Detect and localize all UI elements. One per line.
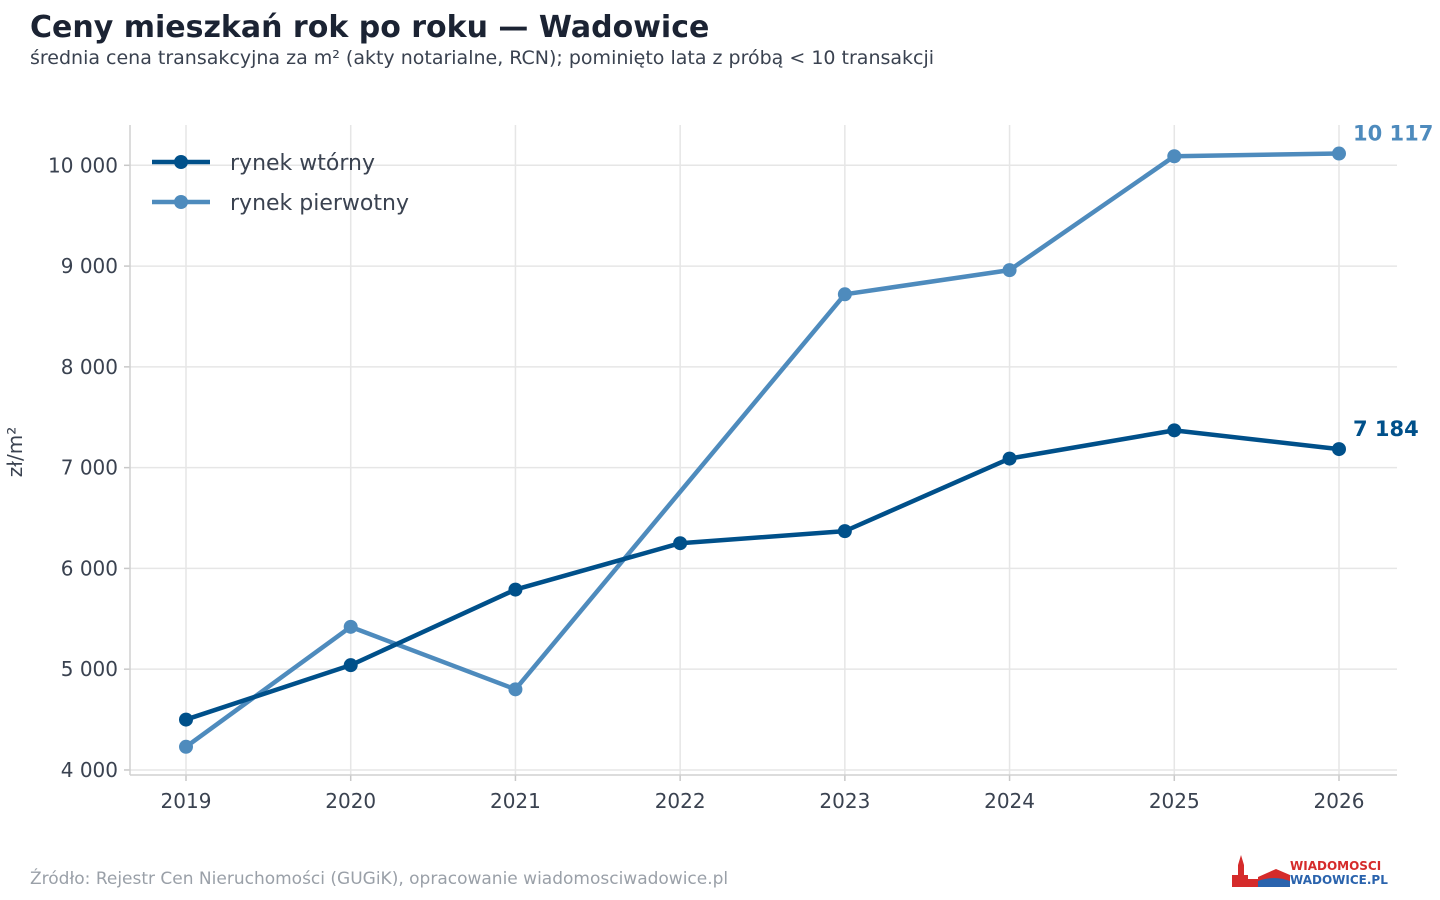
y-tick-label: 4 000 xyxy=(61,758,118,782)
series-line xyxy=(183,428,1342,722)
data-point[interactable] xyxy=(837,524,852,539)
data-point[interactable] xyxy=(343,658,358,673)
series-group xyxy=(179,146,1346,754)
x-tick-labels: 2019 2020 2021 2022 2023 2024 2025 2026 xyxy=(161,789,1365,813)
legend-item[interactable]: rynek wtórny xyxy=(152,151,375,176)
brand-logo[interactable]: WIADOMOSCI WADOWICE.PL xyxy=(1232,855,1412,889)
legend-swatch-marker xyxy=(174,155,188,169)
y-tick-label: 7 000 xyxy=(61,456,118,480)
series-pierwotny xyxy=(179,146,1346,754)
end-value-label: 7 184 xyxy=(1353,417,1419,441)
series-line xyxy=(183,151,1342,750)
x-tick-label: 2019 xyxy=(161,789,212,813)
brand-logo-graphic: WIADOMOSCI WADOWICE.PL xyxy=(1232,855,1388,887)
data-point[interactable] xyxy=(1332,442,1346,457)
x-tick-label: 2023 xyxy=(819,789,870,813)
data-point[interactable] xyxy=(1002,263,1017,278)
x-tick-label: 2021 xyxy=(490,789,541,813)
chart-title: Ceny mieszkań rok po roku — Wadowice xyxy=(30,10,710,45)
data-point[interactable] xyxy=(673,536,688,551)
church-icon xyxy=(1232,855,1258,887)
x-tick-label: 2020 xyxy=(325,789,376,813)
data-point[interactable] xyxy=(1167,423,1182,438)
data-point[interactable] xyxy=(1167,149,1182,164)
y-tick-label: 9 000 xyxy=(61,254,118,278)
data-point[interactable] xyxy=(179,712,193,727)
data-point[interactable] xyxy=(837,287,852,302)
data-point[interactable] xyxy=(1332,146,1346,161)
data-point[interactable] xyxy=(508,582,523,597)
legend[interactable]: rynek wtórny rynek pierwotny xyxy=(152,151,409,216)
legend-label: rynek pierwotny xyxy=(230,191,409,216)
legend-label: rynek wtórny xyxy=(230,151,375,176)
data-point[interactable] xyxy=(1002,451,1017,466)
y-tick-label: 6 000 xyxy=(61,556,118,580)
wave-icon xyxy=(1258,869,1290,887)
source-note: Źródło: Rejestr Cen Nieruchomości (GUGiK… xyxy=(30,869,729,889)
logo-text-top: WIADOMOSCI xyxy=(1290,859,1381,873)
x-tick-label: 2024 xyxy=(984,789,1035,813)
x-tick-label: 2025 xyxy=(1149,789,1200,813)
y-tick-label: 10 000 xyxy=(48,153,118,177)
axes xyxy=(124,125,1397,781)
y-axis-label: zł/m² xyxy=(3,427,27,477)
y-tick-labels: 4 000 5 000 6 000 7 000 8 000 9 000 10 000 xyxy=(48,153,118,782)
legend-item[interactable]: rynek pierwotny xyxy=(152,191,409,216)
y-tick-label: 5 000 xyxy=(61,657,118,681)
data-point[interactable] xyxy=(343,619,358,634)
end-value-label: 10 117 xyxy=(1353,122,1433,146)
y-tick-label: 8 000 xyxy=(61,355,118,379)
end-labels: 7 184 10 117 xyxy=(1353,122,1433,442)
x-tick-label: 2022 xyxy=(655,789,706,813)
logo-text-bottom: WADOWICE.PL xyxy=(1290,873,1388,887)
chart-subtitle: średnia cena transakcyjna za m² (akty no… xyxy=(30,47,935,69)
legend-swatch-marker xyxy=(174,195,188,209)
x-tick-label: 2026 xyxy=(1314,789,1365,813)
data-point[interactable] xyxy=(179,739,193,754)
data-point[interactable] xyxy=(508,682,523,697)
series-wtorny xyxy=(179,423,1346,727)
